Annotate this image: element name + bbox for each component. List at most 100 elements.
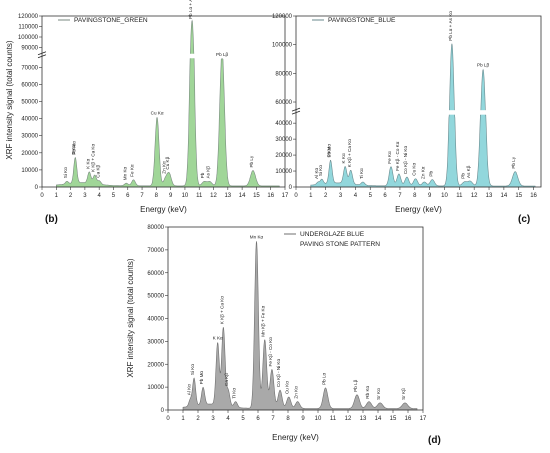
peak-label: Cu Kα — [285, 381, 290, 394]
x-tick-label: 13 — [486, 193, 493, 199]
peak-label: Co Kβ - Ni Kα — [276, 359, 281, 388]
x-tick-label: 5 — [241, 416, 245, 422]
peak-label: K Kα — [85, 158, 90, 168]
panel-label: (b) — [45, 214, 58, 225]
x-tick-label: 11 — [196, 193, 203, 199]
peak-label: Mn Kβ + Fe Kα — [261, 305, 266, 336]
y-axis-label: XRF intensity signal (total counts) — [5, 40, 14, 159]
x-tick-label: 13 — [360, 416, 367, 422]
y-tick-label: 100000 — [18, 35, 39, 41]
spectrum-d — [182, 241, 418, 411]
x-tick-label: 11 — [330, 416, 337, 422]
y-tick-label: 60000 — [21, 82, 38, 88]
peak-label: K Kβ + Ca Kα — [347, 139, 352, 167]
x-tick-label: 2 — [324, 193, 328, 199]
peak-label: Pb — [428, 170, 433, 176]
x-tick-label: 3 — [83, 193, 87, 199]
peak-label: Si Kα — [318, 165, 323, 176]
x-tick-label: 10 — [441, 193, 448, 199]
y-tick-label: 110000 — [18, 25, 38, 31]
y-tick-label: 0 — [161, 408, 165, 414]
y-tick-label: 60000 — [275, 100, 292, 106]
peak-label: Pb Lγ — [249, 155, 254, 167]
x-tick-label: 3 — [211, 416, 215, 422]
x-tick-label: 12 — [471, 193, 478, 199]
x-axis-label: Energy (keV) — [395, 205, 442, 214]
peak-label: K Kα — [341, 153, 346, 163]
panel-c: 0 1 2 3 4 5 6 7 8 9 10 11 12 13 14 15 160100002000030000… — [272, 11, 545, 225]
y-tick-label: 70000 — [21, 65, 38, 71]
axis-break-gap — [38, 53, 289, 59]
peak-label: Si Kα — [190, 364, 195, 375]
y-tick-label: 10000 — [275, 169, 292, 175]
x-tick-label: 14 — [501, 193, 508, 199]
peak-label: Pb Mα — [199, 371, 204, 385]
y-tick-label: 70000 — [147, 248, 164, 254]
peak-label: Pb Mα — [71, 141, 76, 155]
x-tick-label: 10 — [182, 193, 189, 199]
x-tick-label: 8 — [286, 416, 290, 422]
x-tick-label: 15 — [253, 193, 260, 199]
peak-label: Pb Mα — [327, 144, 332, 158]
x-tick-label: 11 — [456, 193, 463, 199]
y-tick-label: 0 — [35, 185, 39, 191]
peak-label: Fe Kβ - Co Kα — [268, 337, 273, 367]
y-tick-label: 10000 — [147, 385, 164, 391]
x-tick-label: 6 — [383, 193, 387, 199]
y-tick-label: 80000 — [147, 225, 164, 231]
peak-label: Fe Kα — [387, 151, 392, 164]
peak-label: Pb — [200, 172, 205, 178]
x-tick-label: 7 — [140, 193, 144, 199]
peak-label: As Kβ — [206, 166, 211, 179]
x-tick-label: 15 — [390, 416, 397, 422]
plot-frame — [167, 226, 424, 411]
x-tick-label: 5 — [369, 193, 373, 199]
peak-label: Zn Kα — [420, 166, 425, 179]
peak-label: Al Kα — [314, 167, 319, 178]
y-axis-label: XRF intensity signal (total counts) — [126, 258, 135, 377]
y-tick-label: 50000 — [147, 294, 164, 300]
x-tick-label: 13 — [224, 193, 231, 199]
peak-label: Zn Kα — [162, 161, 167, 174]
peak-label: Pb Lα + As Kα — [448, 11, 453, 41]
spectrum-b — [56, 19, 280, 188]
peak-label: Sr Kβ — [401, 388, 406, 400]
y-tick-label: 10000 — [21, 168, 38, 174]
x-tick-label: 16 — [530, 193, 537, 199]
x-tick-label: 16 — [405, 416, 412, 422]
x-tick-label: 7 — [398, 193, 402, 199]
peak-label: Fe Kα — [129, 164, 134, 177]
peak-label: Cu Kβ — [165, 156, 170, 169]
x-tick-label: 2 — [196, 416, 200, 422]
peak-label: As Kβ — [466, 165, 471, 178]
x-tick-label: 10 — [315, 416, 322, 422]
y-tick-label: 120000 — [18, 14, 39, 20]
peak-label: Mn Kα — [122, 166, 127, 180]
x-tick-label: 9 — [169, 193, 173, 199]
legend-label: PAVINGSTONE_GREEN — [74, 17, 148, 24]
x-tick-label: 9 — [301, 416, 305, 422]
legend-label: PAVING STONE PATTERN — [300, 241, 380, 248]
x-tick-label: 12 — [345, 416, 352, 422]
peak-label: Pb Lβ — [216, 52, 228, 57]
peak-label: Ti Kα — [232, 388, 237, 399]
x-axis-label: Energy (keV) — [272, 433, 319, 442]
x-tick-label: 14 — [375, 416, 382, 422]
x-tick-label: 8 — [155, 193, 159, 199]
y-tick-label: 60000 — [147, 271, 164, 277]
plot-frame — [295, 15, 542, 188]
y-tick-label: 20000 — [21, 151, 38, 157]
x-tick-label: 4 — [226, 416, 230, 422]
spectrum-c — [310, 43, 536, 188]
peak-label: Fe Kβ - Co Kα — [395, 141, 400, 171]
x-tick-label: 6 — [126, 193, 130, 199]
y-tick-label: 40000 — [21, 117, 38, 123]
peak-label: Al Kα — [186, 384, 191, 395]
x-tick-label: 17 — [282, 193, 289, 199]
x-tick-label: 0 — [166, 416, 170, 422]
peak-label: K Kα — [213, 336, 223, 341]
peak-label: K Kβ + Ca Kα — [91, 144, 96, 172]
y-tick-label: 100000 — [272, 43, 293, 49]
panel-d: 0 1 2 3 4 5 6 7 8 9 10 11 12 13 14 15 16 1701000020000300… — [126, 225, 441, 446]
